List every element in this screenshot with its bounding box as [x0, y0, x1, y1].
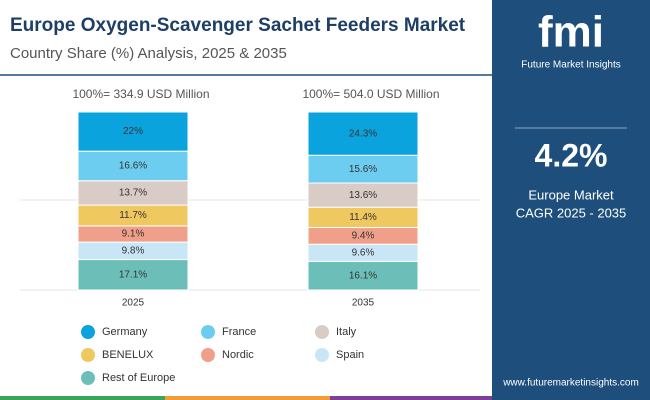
value-label: 9.6% [352, 247, 375, 258]
website: www.futuremarketinsights.com [502, 378, 639, 389]
value-label: 13.6% [349, 190, 377, 201]
logo: fmi [538, 8, 604, 57]
legend-label: Italy [336, 326, 357, 338]
legend-swatch [81, 371, 95, 385]
legend-swatch [201, 325, 215, 339]
total-label: 100%= 504.0 USD Million [302, 87, 439, 101]
x-tick-label: 2035 [352, 298, 375, 309]
bar-segment [77, 259, 189, 291]
value-label: 9.4% [352, 231, 375, 242]
legend-swatch [81, 325, 95, 339]
value-label: 17.1% [119, 269, 147, 280]
cagr-period: CAGR 2025 - 2035 [516, 205, 627, 220]
bar-segment [77, 111, 189, 152]
cagr-region: Europe Market [528, 187, 614, 202]
bar-segment [307, 154, 419, 184]
legend-swatch [315, 348, 329, 362]
bar-segment [307, 111, 419, 156]
legend-label: Nordic [222, 349, 254, 361]
value-label: 24.3% [349, 128, 377, 139]
value-label: 15.6% [349, 164, 377, 175]
footer-strip [165, 396, 330, 400]
bar-segment [77, 150, 189, 182]
side-panel [492, 0, 650, 400]
cagr-value: 4.2% [535, 137, 608, 173]
total-label: 100%= 334.9 USD Million [72, 87, 209, 101]
chart-title: Europe Oxygen-Scavenger Sachet Feeders M… [10, 15, 466, 36]
value-label: 9.8% [122, 245, 145, 256]
value-label: 16.1% [349, 270, 377, 281]
value-label: 22% [123, 126, 143, 137]
legend-label: Rest of Europe [102, 372, 175, 384]
legend-label: BENELUX [102, 349, 154, 361]
legend-swatch [81, 348, 95, 362]
chart-subtitle: Country Share (%) Analysis, 2025 & 2035 [10, 45, 287, 62]
value-label: 9.1% [122, 229, 145, 240]
brand: Future Market Insights [521, 60, 620, 71]
legend-label: Spain [336, 349, 364, 361]
bar-segment [307, 260, 419, 291]
legend-label: France [222, 326, 256, 338]
legend-label: Germany [102, 326, 148, 338]
value-label: 11.4% [349, 212, 377, 223]
x-tick-label: 2025 [122, 298, 145, 309]
footer-strip [330, 396, 492, 400]
footer-strip [0, 396, 165, 400]
value-label: 16.6% [119, 161, 147, 172]
value-label: 13.7% [119, 188, 147, 199]
value-label: 11.7% [119, 210, 147, 221]
legend-swatch [201, 348, 215, 362]
legend-swatch [315, 325, 329, 339]
